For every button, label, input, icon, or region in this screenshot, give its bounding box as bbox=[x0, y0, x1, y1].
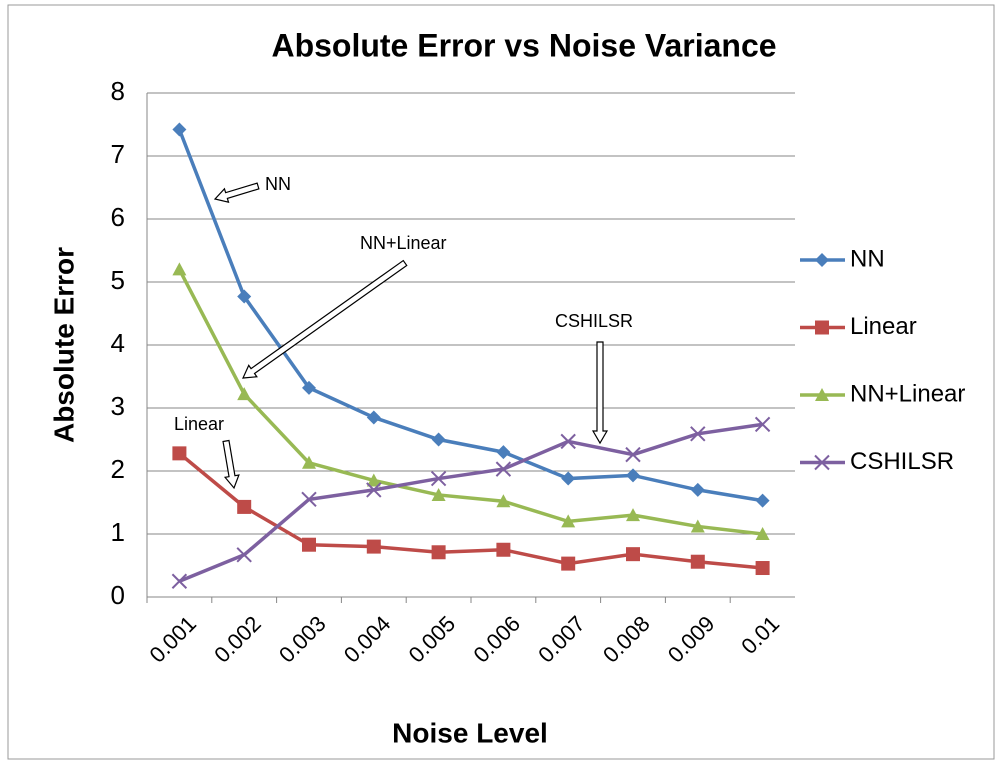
data-point bbox=[690, 554, 705, 569]
y-tick-label: 3 bbox=[111, 391, 125, 421]
y-tick-label: 5 bbox=[111, 265, 125, 295]
legend-marker bbox=[814, 454, 830, 471]
y-tick-label: 4 bbox=[111, 328, 125, 358]
legend-marker bbox=[815, 320, 829, 335]
data-point bbox=[690, 426, 706, 442]
series-line bbox=[177, 268, 763, 536]
data-point bbox=[561, 514, 576, 528]
data-point bbox=[755, 527, 770, 540]
data-point bbox=[496, 494, 511, 508]
y-tick-label: 7 bbox=[111, 139, 125, 169]
y-tick-label: 6 bbox=[111, 202, 125, 232]
annotation: NN bbox=[265, 174, 291, 194]
data-point bbox=[690, 519, 705, 533]
data-point bbox=[430, 470, 447, 487]
series-line bbox=[178, 422, 763, 583]
y-tick-label: 0 bbox=[111, 580, 125, 610]
annotation-arrow bbox=[222, 439, 240, 490]
legend-label: NN bbox=[850, 245, 885, 272]
data-point bbox=[366, 539, 381, 554]
data-point bbox=[237, 289, 252, 304]
annotation-arrow bbox=[242, 259, 408, 379]
data-point bbox=[172, 122, 187, 137]
data-point bbox=[172, 446, 187, 461]
legend-label: Linear bbox=[850, 313, 917, 340]
legend-label: NN+Linear bbox=[850, 380, 965, 407]
legend-marker bbox=[815, 388, 829, 401]
data-point bbox=[302, 455, 316, 469]
data-point bbox=[626, 468, 640, 483]
annotation: NN+Linear bbox=[360, 233, 447, 253]
data-point bbox=[561, 471, 576, 486]
chart-title: Absolute Error vs Noise Variance bbox=[271, 27, 776, 63]
chart-frame bbox=[7, 4, 995, 760]
legend-label: CSHILSR bbox=[850, 448, 954, 475]
data-point bbox=[755, 493, 770, 508]
data-point bbox=[237, 387, 252, 401]
data-point bbox=[431, 487, 446, 501]
annotation: CSHILSR bbox=[555, 311, 633, 331]
data-point bbox=[560, 433, 576, 450]
data-point bbox=[366, 410, 381, 425]
data-point bbox=[431, 432, 446, 447]
annotation-arrow bbox=[591, 341, 609, 445]
data-point bbox=[496, 542, 511, 557]
data-point bbox=[625, 446, 641, 463]
data-point bbox=[561, 556, 576, 571]
x-axis-title: Noise Level bbox=[392, 717, 548, 748]
data-point bbox=[690, 482, 705, 497]
data-point bbox=[495, 461, 512, 477]
y-tick-label: 8 bbox=[111, 76, 125, 106]
data-point bbox=[236, 547, 252, 563]
data-point bbox=[626, 508, 640, 522]
data-point bbox=[496, 445, 511, 460]
y-tick-label: 1 bbox=[111, 517, 125, 547]
data-point bbox=[302, 537, 316, 552]
data-point bbox=[366, 473, 381, 487]
data-point bbox=[755, 561, 770, 576]
annotation: Linear bbox=[174, 414, 224, 434]
data-point bbox=[302, 380, 316, 395]
series-line bbox=[177, 128, 763, 503]
data-point bbox=[366, 482, 382, 498]
data-point bbox=[172, 262, 187, 276]
y-axis-title: Absolute Error bbox=[48, 247, 79, 443]
data-point bbox=[237, 499, 252, 514]
data-point bbox=[431, 545, 446, 560]
legend-marker bbox=[815, 253, 829, 267]
y-tick-label: 2 bbox=[111, 454, 125, 484]
data-point bbox=[754, 416, 771, 433]
annotation-arrow bbox=[213, 182, 260, 204]
data-point bbox=[171, 573, 188, 589]
data-point bbox=[626, 547, 640, 562]
data-point bbox=[301, 491, 317, 508]
